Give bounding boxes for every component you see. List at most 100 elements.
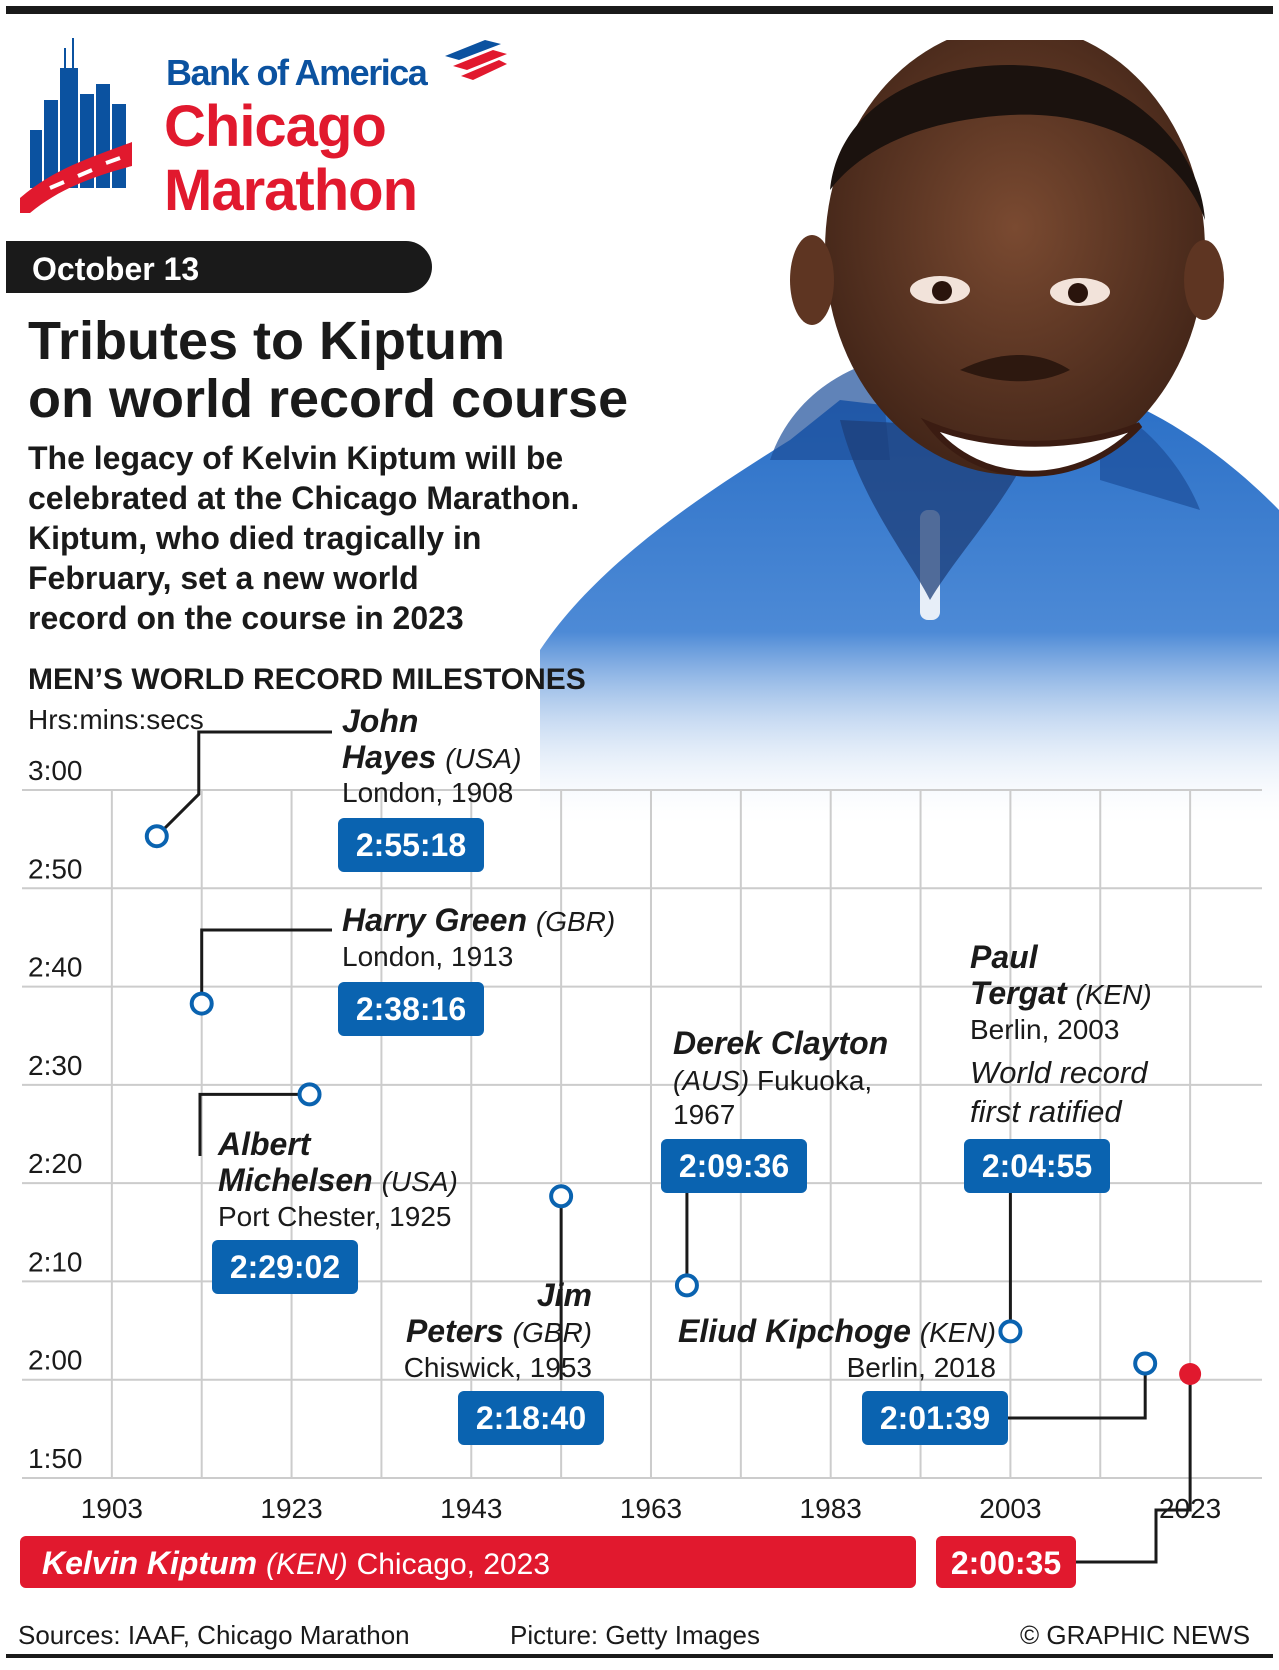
race-year: 1967	[673, 1099, 735, 1130]
athlete-name: Paul	[970, 939, 1039, 975]
jacket-shape	[540, 390, 1279, 830]
standfirst-line-3: Kiptum, who died tragically in	[28, 520, 482, 556]
x-tick-label: 1923	[260, 1493, 322, 1524]
time-badge	[338, 818, 484, 872]
record-point	[549, 1184, 574, 1209]
record-point	[674, 1273, 699, 1298]
leader-line	[198, 1092, 300, 1156]
race-place-year: London, 1908	[342, 777, 513, 808]
bank-flag-icon	[445, 40, 507, 80]
record-time: 2:29:02	[230, 1249, 340, 1285]
y-tick-label: 2:50	[28, 853, 83, 884]
standfirst-line-5: record on the course in 2023	[28, 600, 464, 636]
record-time: 2:38:16	[356, 991, 466, 1027]
standfirst: The legacy of Kelvin Kiptum will be cele…	[28, 438, 579, 638]
note-line-1: World record	[970, 1055, 1149, 1090]
athlete-name-line: Peters (GBR)	[406, 1313, 592, 1349]
picture-credit: Picture: Getty Images	[510, 1620, 760, 1650]
x-axis-ticks: 1903 1923 1943 1963 1983 2003 2023	[81, 1493, 1222, 1524]
record-point	[189, 991, 214, 1016]
athlete-name-line: Michelsen (USA)	[218, 1162, 458, 1198]
callout-kelvin-kiptum: Kelvin Kiptum (KEN) Chicago, 2023 2:00:3…	[20, 1536, 1076, 1588]
top-rule	[6, 6, 1273, 14]
record-time: 2:01:39	[880, 1400, 990, 1436]
record-point	[144, 824, 169, 849]
time-badge	[936, 1536, 1076, 1588]
y-tick-label: 2:20	[28, 1148, 83, 1179]
hair	[830, 65, 1205, 220]
leader-lines	[155, 730, 1192, 1564]
race-place-year: London, 1913	[342, 941, 513, 972]
leader-line	[200, 928, 332, 994]
time-badge	[212, 1240, 358, 1294]
athlete-name: John	[342, 703, 418, 739]
callout-jim-peters: Jim Peters (GBR) Chiswick, 1953 2:18:40	[404, 1277, 604, 1445]
bottom-rule	[6, 1654, 1273, 1658]
date-banner: October 13	[6, 241, 432, 293]
skyline-logo-icon	[20, 38, 132, 213]
standfirst-line-2: celebrated at the Chicago Marathon.	[28, 480, 580, 516]
chart-title: MEN’S WORLD RECORD MILESTONES	[28, 663, 586, 696]
y-tick-label: 2:00	[28, 1345, 83, 1376]
event-name-line1: Chicago	[164, 94, 387, 159]
standfirst-line-1: The legacy of Kelvin Kiptum will be	[28, 440, 564, 476]
callout-john-hayes: John Hayes (USA) London, 1908 2:55:18	[338, 703, 521, 872]
face	[825, 40, 1205, 475]
race-place-year: Port Chester, 1925	[218, 1201, 451, 1232]
event-date: October 13	[32, 251, 200, 287]
time-badge	[338, 982, 484, 1036]
data-points	[144, 824, 1202, 1386]
athlete-name-line: Eliud Kipchoge (KEN)	[678, 1313, 996, 1349]
athlete-name-line: Tergat (KEN)	[970, 975, 1152, 1011]
sponsor-name: Bank of America	[166, 52, 428, 93]
time-badge	[661, 1139, 807, 1193]
athlete-name-line: Harry Green (GBR)	[342, 902, 615, 938]
race-place-year: Chiswick, 1953	[404, 1352, 592, 1383]
athlete-portrait	[540, 40, 1279, 830]
record-point	[1133, 1351, 1158, 1376]
headline-line-2: on world record course	[28, 369, 629, 429]
time-badge	[862, 1391, 1008, 1445]
x-tick-label: 1903	[81, 1493, 143, 1524]
athlete-name-line: Kelvin Kiptum (KEN) Chicago, 2023	[42, 1545, 550, 1581]
callout-derek-clayton: Derek Clayton (AUS) Fukuoka, 1967 2:09:3…	[661, 1025, 888, 1193]
race-place-year: Berlin, 2003	[970, 1014, 1119, 1045]
leader-line	[155, 730, 332, 838]
record-time: 2:00:35	[951, 1545, 1061, 1581]
record-time: 2:18:40	[476, 1400, 586, 1436]
record-time: 2:09:36	[679, 1148, 789, 1184]
record-time: 2:04:55	[982, 1148, 1092, 1184]
country-place: (AUS) Fukuoka,	[673, 1065, 872, 1096]
standfirst-line-4: February, set a new world	[28, 560, 419, 596]
y-tick-label: 2:30	[28, 1050, 83, 1081]
athlete-name: Albert	[217, 1126, 312, 1162]
athlete-name: Derek Clayton	[673, 1025, 888, 1061]
callout-harry-green: Harry Green (GBR) London, 1913 2:38:16	[338, 902, 615, 1036]
athlete-name-line: Hayes (USA)	[342, 739, 521, 775]
callout-eliud-kipchoge: Eliud Kipchoge (KEN) Berlin, 2018 2:01:3…	[678, 1313, 1008, 1445]
headline-line-1: Tributes to Kiptum	[28, 311, 505, 371]
x-tick-label: 1943	[440, 1493, 502, 1524]
event-name-line2: Marathon	[164, 158, 418, 223]
callout-albert-michelsen: Albert Michelsen (USA) Port Chester, 192…	[212, 1126, 458, 1294]
y-tick-label: 2:10	[28, 1246, 83, 1277]
x-tick-label: 2003	[979, 1493, 1041, 1524]
record-time: 2:55:18	[356, 827, 466, 863]
headline: Tributes to Kiptum on world record cours…	[28, 312, 628, 428]
leader-line	[1076, 1384, 1192, 1564]
y-axis-ticks: 1:50 2:00 2:10 2:20 2:30 2:40 2:50 3:00	[28, 755, 83, 1474]
time-badge	[458, 1391, 604, 1445]
race-place-year: Berlin, 2018	[847, 1352, 996, 1383]
y-tick-label: 2:40	[28, 952, 83, 983]
x-tick-label: 1983	[800, 1493, 862, 1524]
note-line-2: first ratified	[970, 1094, 1123, 1129]
y-tick-label: 3:00	[28, 755, 83, 786]
athlete-name: Jim	[537, 1277, 592, 1313]
chart-grid	[22, 789, 1262, 1479]
x-tick-label: 1963	[620, 1493, 682, 1524]
sources: Sources: IAAF, Chicago Marathon	[18, 1620, 410, 1650]
record-point	[998, 1319, 1023, 1344]
y-tick-label: 1:50	[28, 1443, 83, 1474]
y-axis-unit: Hrs:mins:secs	[28, 704, 204, 735]
record-point	[297, 1082, 322, 1107]
